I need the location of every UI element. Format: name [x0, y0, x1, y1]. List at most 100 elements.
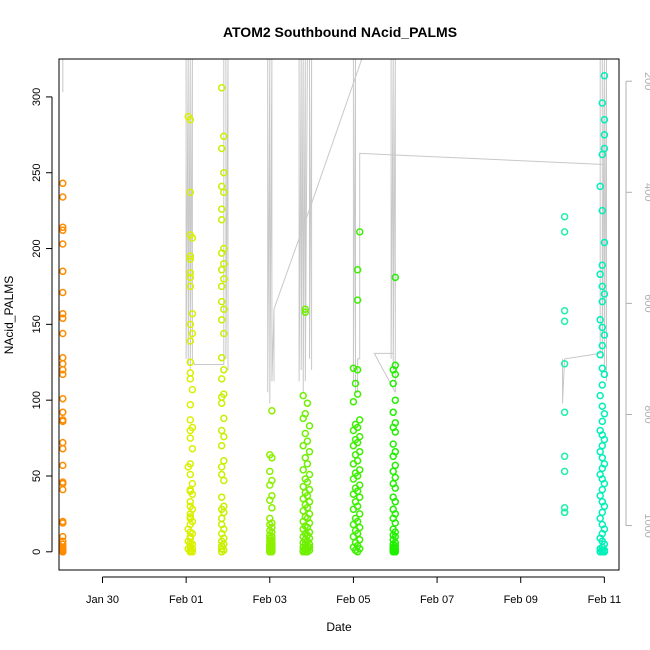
data-point	[349, 426, 358, 435]
data-point	[217, 282, 226, 291]
series-6	[349, 228, 364, 556]
x-tick-label: Feb 11	[588, 594, 621, 606]
data-point	[59, 223, 67, 232]
data-point	[266, 467, 274, 476]
data-point	[217, 353, 226, 362]
series-3	[217, 84, 228, 556]
y2-tick-label: 400	[642, 183, 650, 201]
data-point	[220, 366, 228, 374]
data-point	[596, 447, 604, 456]
data-point	[560, 508, 569, 517]
x-tick-label: Jan 30	[86, 594, 119, 606]
data-point	[389, 467, 397, 476]
series-1	[59, 179, 67, 556]
series-4	[266, 407, 276, 556]
data-point	[59, 314, 67, 323]
data-point	[299, 441, 307, 450]
data-point	[59, 408, 67, 417]
data-point	[188, 234, 197, 242]
data-point	[186, 548, 195, 556]
data-point	[598, 381, 607, 389]
data-point	[391, 396, 400, 404]
plot-frame	[58, 58, 620, 571]
data-point	[186, 470, 195, 479]
data-point	[220, 414, 228, 423]
y-tick-label: 200	[31, 239, 43, 257]
data-point	[186, 337, 195, 345]
data-point	[349, 475, 358, 483]
data-point	[391, 484, 400, 492]
data-point	[355, 510, 364, 518]
data-point	[186, 375, 195, 383]
data-point	[301, 429, 310, 438]
data-point	[217, 375, 226, 383]
data-point	[59, 444, 67, 453]
data-point	[217, 399, 226, 407]
data-point	[59, 329, 67, 338]
data-point	[186, 426, 195, 435]
y2-tick-label: 800	[642, 405, 650, 423]
data-point	[59, 267, 67, 276]
data-point	[217, 426, 226, 435]
data-point	[303, 460, 312, 468]
data-point	[59, 240, 67, 248]
x-tick-label: Feb 09	[504, 594, 538, 606]
y2-tick-label: 1000	[642, 513, 650, 537]
series-2	[184, 112, 197, 556]
data-point	[188, 329, 197, 338]
data-point	[59, 438, 67, 447]
data-point	[59, 309, 67, 318]
data-point	[560, 467, 569, 476]
data-point	[600, 71, 609, 80]
data-point	[596, 316, 604, 324]
data-point	[391, 273, 400, 282]
data-point	[598, 485, 607, 494]
data-point	[598, 441, 607, 450]
data-point	[351, 379, 360, 388]
data-point	[188, 309, 197, 318]
data-point	[600, 410, 609, 418]
data-point	[217, 316, 226, 324]
data-point	[186, 416, 195, 424]
x-tick-label: Feb 01	[169, 594, 203, 606]
data-point	[600, 238, 609, 247]
data-point	[268, 504, 276, 512]
data-point	[596, 350, 604, 359]
data-point	[560, 360, 569, 368]
data-point	[188, 490, 197, 498]
series-7	[389, 273, 400, 556]
y-tick-label: 0	[31, 549, 43, 555]
data-point	[220, 188, 228, 197]
data-point	[217, 297, 226, 306]
data-point	[598, 282, 607, 291]
data-point	[598, 417, 607, 426]
data-point	[220, 457, 228, 465]
data-point	[598, 508, 607, 517]
data-point	[220, 275, 228, 283]
data-point	[268, 407, 276, 415]
data-point	[391, 428, 400, 436]
data-point	[596, 491, 604, 500]
data-point	[596, 391, 604, 400]
x-tick-label: Feb 05	[336, 594, 370, 606]
data-point	[299, 391, 307, 400]
data-point	[600, 331, 609, 339]
data-point	[59, 394, 67, 403]
data-point	[303, 437, 312, 445]
data-point	[598, 323, 607, 332]
data-point	[303, 478, 312, 486]
data-point	[349, 505, 358, 514]
data-point	[598, 206, 607, 215]
data-point	[217, 548, 226, 556]
altitude-line	[267, 58, 275, 404]
data-point	[560, 317, 569, 326]
data-point	[303, 548, 312, 556]
data-point	[355, 228, 364, 236]
data-point	[220, 305, 228, 313]
data-point	[305, 422, 314, 430]
data-point	[217, 215, 226, 224]
data-point	[560, 408, 569, 417]
data-point	[59, 548, 67, 556]
data-point	[217, 84, 226, 92]
